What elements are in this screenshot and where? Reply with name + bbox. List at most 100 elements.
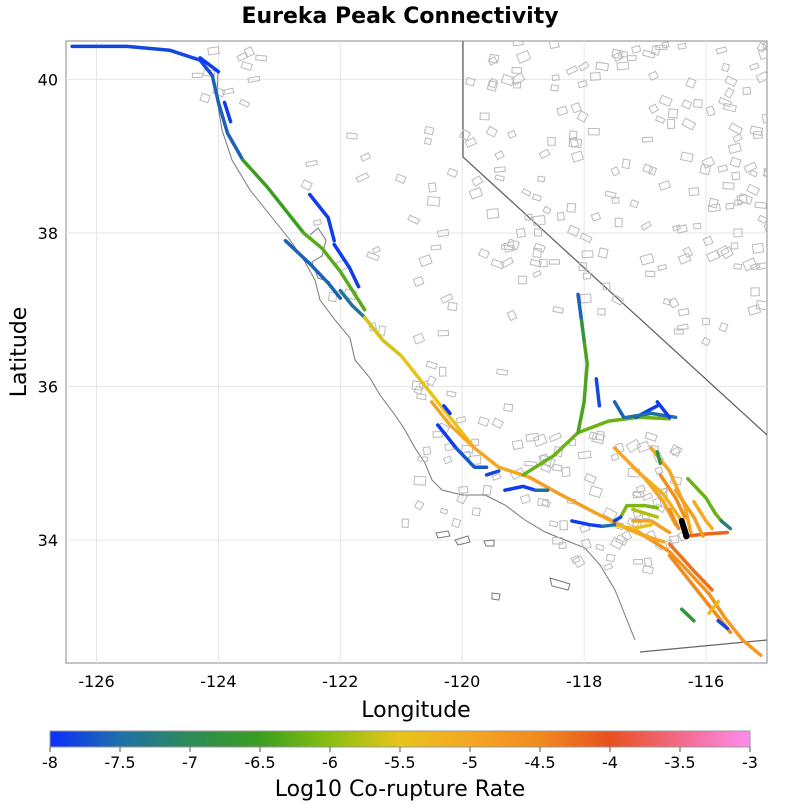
- x-tick-label: -126: [78, 672, 114, 691]
- background-fault-section: [458, 128, 472, 142]
- colorbar: -8 -7.5 -7 -6.5 -6 -5.5 -5 -4.5 -4 -3.5 -3 Log10 C…: [42, 730, 758, 802]
- fault-section: [631, 507, 660, 519]
- background-fault-section: [589, 71, 601, 81]
- background-fault-section: [701, 317, 711, 326]
- fault-section: [612, 515, 623, 523]
- background-fault-section: [587, 127, 600, 136]
- background-fault-section: [733, 263, 743, 270]
- background-fault-section: [717, 164, 729, 173]
- background-fault-section: [669, 444, 683, 458]
- y-tick-label: 36: [38, 378, 58, 397]
- y-tick-label: 40: [38, 70, 58, 89]
- background-fault-section: [501, 244, 514, 251]
- fault-section: [618, 503, 660, 519]
- background-fault-section: [614, 217, 623, 228]
- background-fault-section: [728, 122, 744, 136]
- island: [549, 577, 571, 591]
- background-fault-section: [645, 270, 656, 278]
- background-fault-section: [471, 507, 481, 517]
- background-fault-section: [747, 304, 762, 316]
- background-fault-section: [655, 44, 668, 51]
- background-fault-section: [616, 61, 630, 71]
- island: [435, 530, 451, 539]
- fault-section: [332, 242, 361, 289]
- fault-section: [655, 400, 672, 420]
- x-tick-label: -116: [688, 672, 724, 691]
- background-fault-section: [595, 543, 605, 552]
- island: [483, 539, 495, 547]
- background-fault-section: [515, 227, 526, 239]
- background-fault-section: [733, 228, 743, 238]
- fault-section: [454, 446, 489, 469]
- background-fault-section: [682, 246, 694, 259]
- background-fault-section: [688, 186, 700, 197]
- background-fault-section: [511, 439, 524, 451]
- background-fault-section: [447, 301, 458, 312]
- background-fault-section: [667, 108, 679, 119]
- background-fault-section: [548, 41, 560, 50]
- background-fault-section: [446, 167, 459, 179]
- background-fault-section: [422, 446, 432, 456]
- fault-section: [198, 56, 221, 74]
- background-fault-section: [548, 520, 559, 528]
- background-fault-section: [749, 125, 764, 137]
- background-fault-section: [531, 193, 542, 202]
- background-fault-section: [725, 202, 735, 210]
- background-fault-section: [238, 98, 251, 108]
- fault-section: [612, 400, 626, 420]
- background-fault-section: [430, 244, 442, 251]
- fault-section: [612, 523, 653, 531]
- background-fault-section: [635, 484, 646, 494]
- background-fault-section: [566, 202, 577, 213]
- background-fault-section: [736, 194, 748, 205]
- background-fault-section: [605, 553, 616, 563]
- source-fault: [678, 517, 690, 540]
- background-fault-section: [572, 555, 586, 569]
- background-fault-section: [355, 172, 370, 183]
- fault-section: [222, 100, 233, 124]
- background-fault-section: [654, 115, 666, 124]
- background-fault-section: [602, 506, 618, 521]
- background-fault-section: [559, 520, 569, 531]
- bay-outline: [309, 227, 331, 283]
- fault-section: [308, 192, 336, 243]
- background-fault-section: [625, 438, 642, 454]
- background-fault-section: [746, 183, 761, 196]
- x-tick-label: -120: [444, 672, 480, 691]
- background-fault-section: [439, 507, 449, 515]
- background-fault-section: [438, 366, 447, 377]
- fault-section: [70, 44, 215, 78]
- background-fault-section: [510, 467, 526, 481]
- background-fault-section: [496, 368, 509, 376]
- background-fault-section: [413, 385, 424, 396]
- state-boundary: [462, 41, 767, 436]
- background-fault-section: [524, 460, 537, 467]
- background-fault-section: [570, 555, 581, 564]
- fault-section: [722, 615, 763, 658]
- background-fault-section: [705, 105, 716, 117]
- background-fault-section: [751, 242, 765, 254]
- background-fault-section: [371, 245, 381, 255]
- background-fault-section: [482, 484, 492, 496]
- background-fault-section: [548, 259, 560, 265]
- colorbar-tick-label: -4: [602, 753, 618, 772]
- colorbar-ticks: -8 -7.5 -7 -6.5 -6 -5.5 -5 -4.5 -4 -3.5 -3: [42, 747, 758, 772]
- background-fault-section: [411, 380, 424, 391]
- colorbar-gradient: [49, 730, 751, 748]
- background-fault-section: [488, 77, 498, 89]
- background-fault-section: [416, 393, 427, 401]
- background-fault-section: [538, 148, 551, 160]
- background-fault-section: [494, 174, 505, 182]
- colorbar-tick-label: -7: [182, 753, 198, 772]
- background-fault-section: [503, 403, 514, 412]
- background-fault-section: [604, 190, 617, 199]
- background-fault-section: [552, 306, 564, 314]
- background-fault-section: [749, 62, 760, 71]
- background-fault-section: [532, 214, 546, 227]
- background-fault-section: [547, 137, 556, 146]
- background-fault-section: [614, 534, 629, 546]
- background-fault-section: [529, 258, 542, 268]
- background-fault-section: [490, 258, 505, 270]
- background-fault-section: [548, 432, 563, 443]
- background-fault-section: [221, 87, 235, 96]
